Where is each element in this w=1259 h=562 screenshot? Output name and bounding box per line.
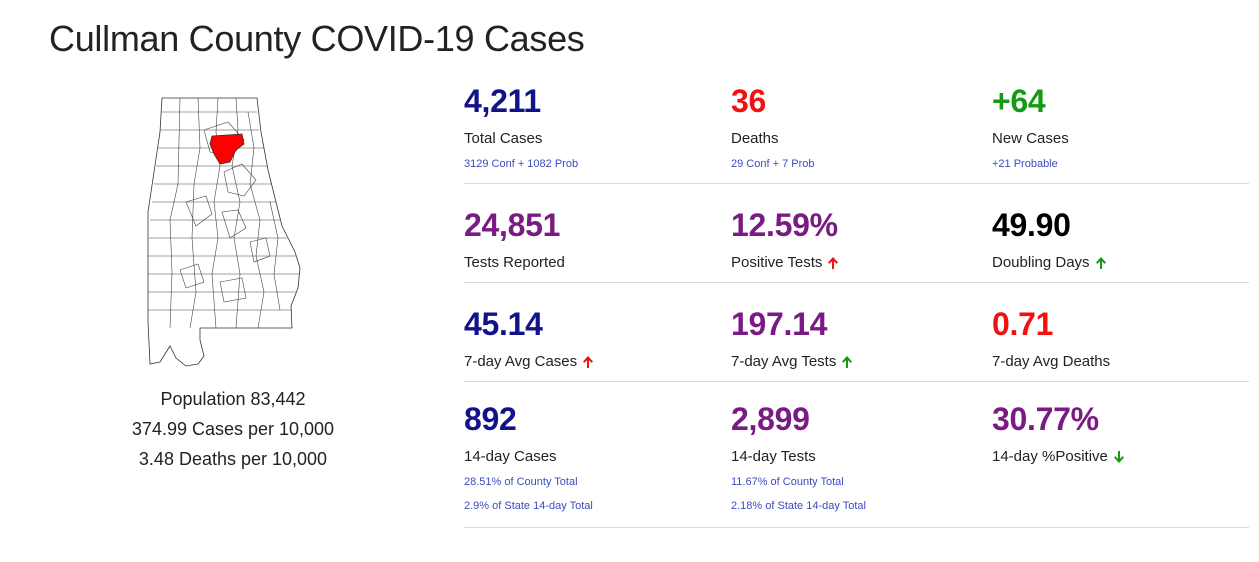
- d14-cases-county-share: 28.51% of County Total: [464, 476, 578, 488]
- d14-tests-card: 2,899 14-day Tests 11.67% of County Tota…: [731, 382, 991, 513]
- deaths-per-10k-text: 3.48 Deaths per 10,000: [138, 449, 328, 469]
- avg7-cases-card: 45.14 7-day Avg Cases: [464, 283, 724, 372]
- total-cases-label: Total Cases: [464, 130, 543, 147]
- deaths-card: 36 Deaths 29 Conf + 7 Prob: [731, 80, 991, 171]
- stats-row: 892 14-day Cases 28.51% of County Total …: [464, 382, 1249, 528]
- positive-tests-value: 12.59%: [731, 207, 838, 243]
- stats-row: 45.14 7-day Avg Cases 197.14 7-day Avg T…: [464, 283, 1249, 382]
- d14-cases-value: 892: [464, 401, 517, 437]
- cullman-county-highlight: [209, 133, 245, 165]
- total-cases-breakdown: 3129 Conf + 1082 Prob: [464, 158, 579, 170]
- tests-reported-value: 24,851: [464, 207, 561, 243]
- county-info: Population 83,442 374.99 Cases per 10,00…: [100, 384, 366, 474]
- doubling-days-label: Doubling Days: [992, 253, 1252, 273]
- up-red-arrow-icon: [581, 355, 595, 369]
- d14-cases-state-share: 2.9% of State 14-day Total: [464, 500, 593, 512]
- down-green-arrow-icon: [1112, 450, 1126, 464]
- up-green-arrow-icon: [1094, 256, 1108, 270]
- avg7-cases-value: 45.14: [464, 306, 543, 342]
- avg7-deaths-card: 0.71 7-day Avg Deaths: [992, 283, 1252, 372]
- d14-tests-state-share: 2.18% of State 14-day Total: [731, 500, 866, 512]
- tests-reported-label: Tests Reported: [464, 254, 565, 271]
- up-green-arrow-icon: [840, 355, 854, 369]
- deaths-value: 36: [731, 83, 766, 119]
- avg7-cases-label: 7-day Avg Cases: [464, 352, 724, 372]
- avg7-deaths-value: 0.71: [992, 306, 1054, 342]
- stats-row: 4,211 Total Cases 3129 Conf + 1082 Prob …: [464, 80, 1249, 184]
- tests-reported-card: 24,851 Tests Reported: [464, 184, 724, 273]
- new-cases-card: +64 New Cases +21 Probable: [992, 80, 1252, 171]
- deaths-label: Deaths: [731, 130, 779, 147]
- d14-cases-label: 14-day Cases: [464, 448, 557, 465]
- avg7-tests-card: 197.14 7-day Avg Tests: [731, 283, 991, 372]
- cases-per-10k-text: 374.99 Cases per 10,000: [131, 419, 335, 439]
- stats-row: 24,851 Tests Reported 12.59% Positive Te…: [464, 184, 1249, 283]
- avg7-tests-label: 7-day Avg Tests: [731, 352, 991, 372]
- d14-positive-value: 30.77%: [992, 401, 1099, 437]
- page-title: Cullman County COVID-19 Cases: [49, 18, 585, 59]
- d14-tests-county-share: 11.67% of County Total: [731, 476, 844, 488]
- stats-grid: 4,211 Total Cases 3129 Conf + 1082 Prob …: [464, 80, 1249, 528]
- doubling-days-card: 49.90 Doubling Days: [992, 184, 1252, 273]
- avg7-deaths-label: 7-day Avg Deaths: [992, 353, 1111, 370]
- d14-positive-card: 30.77% 14-day %Positive: [992, 382, 1252, 467]
- d14-positive-label: 14-day %Positive: [992, 447, 1252, 467]
- positive-tests-label: Positive Tests: [731, 253, 991, 273]
- population-text: Population 83,442: [160, 389, 306, 409]
- doubling-days-value: 49.90: [992, 207, 1071, 243]
- d14-tests-label: 14-day Tests: [731, 448, 816, 465]
- new-cases-label: New Cases: [992, 130, 1069, 147]
- avg7-tests-value: 197.14: [731, 306, 828, 342]
- deaths-breakdown: 29 Conf + 7 Prob: [731, 158, 815, 170]
- total-cases-card: 4,211 Total Cases 3129 Conf + 1082 Prob: [464, 80, 724, 171]
- new-cases-value: +64: [992, 83, 1046, 119]
- new-cases-probable: +21 Probable: [992, 158, 1058, 170]
- up-red-arrow-icon: [826, 256, 840, 270]
- total-cases-value: 4,211: [464, 83, 541, 119]
- d14-cases-card: 892 14-day Cases 28.51% of County Total …: [464, 382, 724, 513]
- positive-tests-card: 12.59% Positive Tests: [731, 184, 991, 273]
- d14-tests-value: 2,899: [731, 401, 810, 437]
- alabama-county-map-icon: [140, 92, 330, 374]
